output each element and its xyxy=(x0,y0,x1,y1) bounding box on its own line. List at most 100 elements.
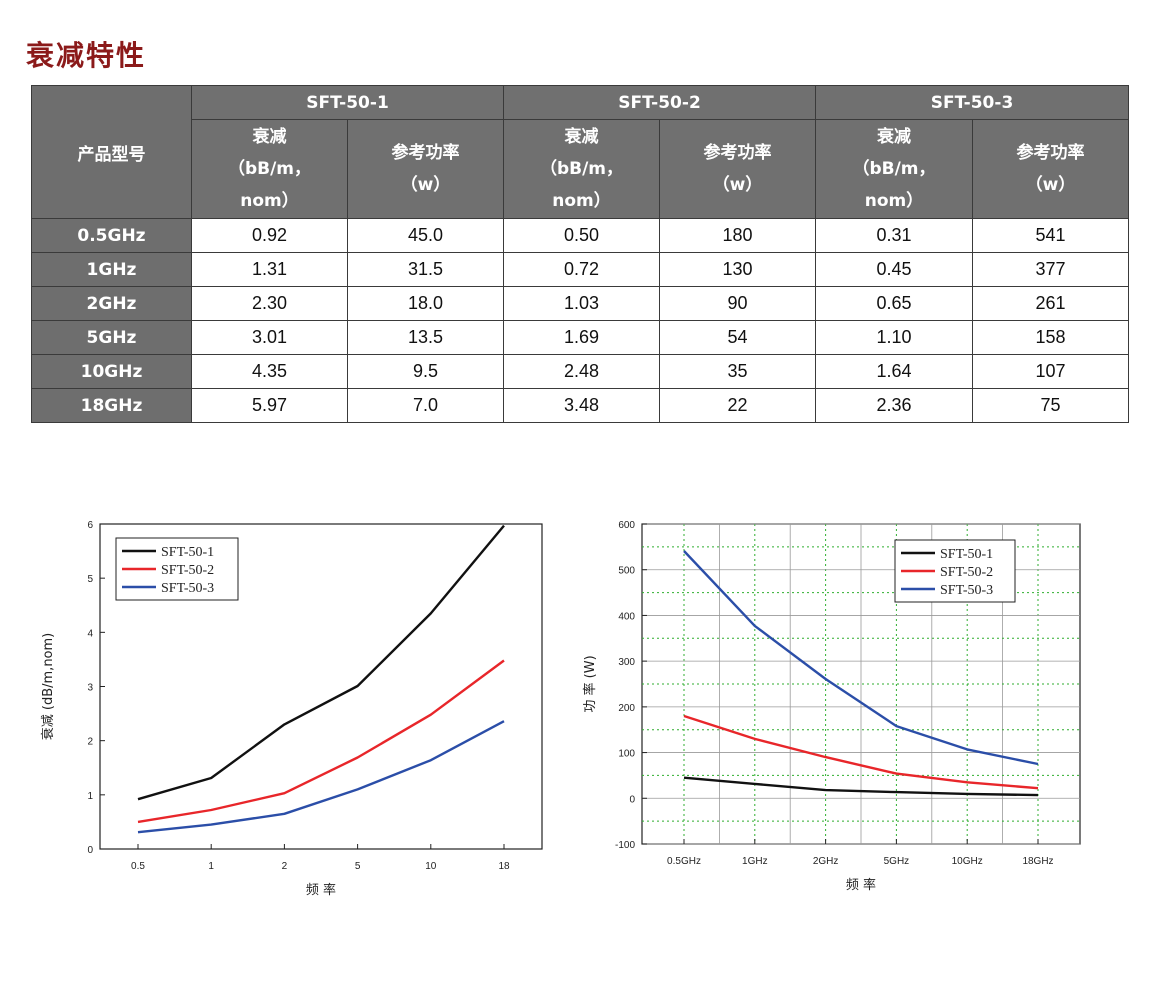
value-cell: 90 xyxy=(659,286,816,321)
value-cell: 9.5 xyxy=(347,354,504,389)
value-cell: 3.48 xyxy=(503,388,660,423)
value-cell: 158 xyxy=(972,320,1129,355)
value-cell: 0.45 xyxy=(815,252,973,287)
value-cell: 2.30 xyxy=(191,286,348,321)
value-cell: 45.0 xyxy=(347,218,504,253)
attenuation-chart: 0 1 2 3 4 5 6 0.5 1 2 5 10 18 频 率 衰减 (dB/m,nom) SFT-50-… xyxy=(30,518,550,918)
value-cell: 0.31 xyxy=(815,218,973,253)
frequency-cell: 5GHz xyxy=(31,320,192,355)
legend-label: SFT-50-3 xyxy=(940,583,993,598)
y-tick-label: 5 xyxy=(87,574,93,585)
power-header: 参考功率 （w） xyxy=(659,119,816,219)
x-tick-label: 5GHz xyxy=(884,856,910,867)
legend-label: SFT-50-1 xyxy=(940,547,993,562)
value-cell: 4.35 xyxy=(191,354,348,389)
value-cell: 18.0 xyxy=(347,286,504,321)
legend-label: SFT-50-1 xyxy=(161,545,214,560)
table-row: 1GHz 1.31 31.5 0.72 130 0.45 377 xyxy=(31,252,1129,287)
value-cell: 1.03 xyxy=(503,286,660,321)
x-axis-label: 频 率 xyxy=(846,877,876,893)
table-row: 18GHz 5.97 7.0 3.48 22 2.36 75 xyxy=(31,388,1129,423)
attenuation-header: 衰减 （bB/m， nom） xyxy=(191,119,348,219)
model-name-header: SFT-50-1 xyxy=(191,85,504,120)
frequency-cell: 0.5GHz xyxy=(31,218,192,253)
power-chart-svg: -100 0 100 200 300 400 500 600 0.5GHz 1GHz 2GHz 5GH… xyxy=(582,520,1081,893)
value-cell: 261 xyxy=(972,286,1129,321)
x-tick-label: 0.5 xyxy=(131,861,145,872)
frequency-cell: 10GHz xyxy=(31,354,192,389)
y-tick-label: 1 xyxy=(87,791,93,802)
value-cell: 0.72 xyxy=(503,252,660,287)
y-tick-label: 0 xyxy=(629,794,635,805)
legend-label: SFT-50-2 xyxy=(161,563,214,578)
x-tick-label: 18 xyxy=(498,861,510,872)
y-tick-label: 300 xyxy=(618,657,635,668)
attenuation-chart-svg: 0 1 2 3 4 5 6 0.5 1 2 5 10 18 频 率 衰减 (dB/m,nom) SFT-50-… xyxy=(40,520,543,898)
y-tick-label: 600 xyxy=(618,520,635,531)
value-cell: 377 xyxy=(972,252,1129,287)
series-line-sft-50-2 xyxy=(683,714,1039,790)
value-cell: 0.50 xyxy=(503,218,660,253)
value-cell: 5.97 xyxy=(191,388,348,423)
model-name-header: SFT-50-2 xyxy=(503,85,816,120)
value-cell: 54 xyxy=(659,320,816,355)
model-name-header: SFT-50-3 xyxy=(815,85,1129,120)
value-cell: 180 xyxy=(659,218,816,253)
table-row: 10GHz 4.35 9.5 2.48 35 1.64 107 xyxy=(31,354,1129,389)
value-cell: 1.10 xyxy=(815,320,973,355)
value-cell: 7.0 xyxy=(347,388,504,423)
attenuation-table: 产品型号 SFT-50-1 SFT-50-2 SFT-50-3 衰减 （bB/m，… xyxy=(31,85,1129,423)
value-cell: 107 xyxy=(972,354,1129,389)
power-chart: -100 0 100 200 300 400 500 600 0.5GHz 1GHz 2GHz 5GH… xyxy=(570,510,1090,910)
value-cell: 75 xyxy=(972,388,1129,423)
value-cell: 541 xyxy=(972,218,1129,253)
table-row: 0.5GHz 0.92 45.0 0.50 180 0.31 541 xyxy=(31,218,1129,253)
y-axis-label: 衰减 (dB/m,nom) xyxy=(40,633,56,740)
series-line-sft-50-3 xyxy=(683,550,1039,766)
y-tick-label: 100 xyxy=(618,749,635,760)
table-row: 5GHz 3.01 13.5 1.69 54 1.10 158 xyxy=(31,320,1129,355)
value-cell: 1.31 xyxy=(191,252,348,287)
value-cell: 0.65 xyxy=(815,286,973,321)
value-cell: 1.69 xyxy=(503,320,660,355)
y-tick-label: -100 xyxy=(615,840,635,851)
model-header: 产品型号 xyxy=(31,85,192,219)
value-cell: 130 xyxy=(659,252,816,287)
attenuation-header: 衰减 （bB/m， nom） xyxy=(503,119,660,219)
x-tick-label: 10GHz xyxy=(952,856,983,867)
legend-label: SFT-50-3 xyxy=(161,581,214,596)
y-tick-label: 200 xyxy=(618,703,635,714)
x-tick-label: 1GHz xyxy=(742,856,768,867)
y-tick-label: 400 xyxy=(618,611,635,622)
series-line-sft-50-2 xyxy=(137,659,505,824)
y-tick-label: 6 xyxy=(87,520,93,531)
value-cell: 3.01 xyxy=(191,320,348,355)
x-tick-label: 2GHz xyxy=(813,856,839,867)
value-cell: 2.36 xyxy=(815,388,973,423)
x-tick-label: 1 xyxy=(208,861,214,872)
x-axis-label: 频 率 xyxy=(306,882,336,898)
y-axis-label: 功 率 (W) xyxy=(582,655,598,712)
series-line-sft-50-3 xyxy=(137,720,505,834)
x-tick-label: 18GHz xyxy=(1022,856,1053,867)
value-cell: 31.5 xyxy=(347,252,504,287)
y-tick-label: 2 xyxy=(87,737,93,748)
y-tick-label: 3 xyxy=(87,683,93,694)
y-tick-label: 4 xyxy=(87,628,93,639)
value-cell: 35 xyxy=(659,354,816,389)
frequency-cell: 18GHz xyxy=(31,388,192,423)
frequency-cell: 2GHz xyxy=(31,286,192,321)
x-tick-label: 10 xyxy=(425,861,437,872)
value-cell: 1.64 xyxy=(815,354,973,389)
legend-label: SFT-50-2 xyxy=(940,565,993,580)
power-header: 参考功率 （w） xyxy=(972,119,1129,219)
value-cell: 0.92 xyxy=(191,218,348,253)
value-cell: 13.5 xyxy=(347,320,504,355)
y-tick-label: 500 xyxy=(618,566,635,577)
series-line-sft-50-1 xyxy=(137,524,505,801)
x-tick-label: 0.5GHz xyxy=(667,856,701,867)
x-tick-label: 5 xyxy=(355,861,361,872)
attenuation-header: 衰减 （bB/m， nom） xyxy=(815,119,973,219)
power-header: 参考功率 （w） xyxy=(347,119,504,219)
page-title: 衰减特性 xyxy=(26,39,147,72)
